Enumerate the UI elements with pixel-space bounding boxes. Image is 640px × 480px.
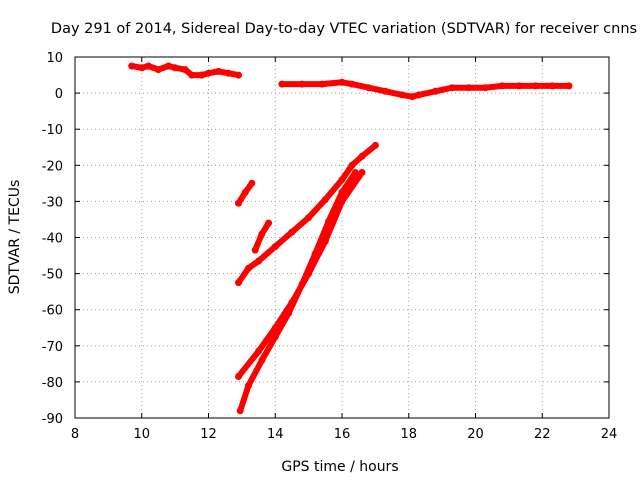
- y-axis-label: SDTVAR / TECUs: [7, 180, 23, 295]
- y-tick-label: 10: [46, 51, 63, 66]
- data-point: [128, 62, 136, 70]
- data-point: [138, 64, 146, 72]
- data-point: [258, 230, 266, 238]
- x-tick-label: 10: [133, 427, 150, 442]
- y-tick-label: -10: [42, 123, 63, 138]
- data-point: [258, 356, 266, 364]
- data-point: [288, 228, 296, 236]
- data-point: [235, 373, 242, 380]
- x-tick-label: 22: [534, 427, 551, 442]
- x-tick-label: 14: [267, 427, 284, 442]
- data-point: [348, 80, 356, 88]
- y-tick-label: -40: [42, 232, 63, 247]
- data-point: [271, 333, 279, 341]
- y-tick-label: -80: [42, 376, 63, 391]
- data-point: [465, 84, 473, 92]
- x-axis-label: GPS time / hours: [281, 459, 398, 475]
- data-point: [515, 82, 523, 90]
- data-point: [338, 176, 346, 184]
- data-point: [348, 161, 356, 169]
- data-point: [365, 84, 373, 92]
- data-point: [318, 80, 326, 88]
- data-point: [235, 199, 242, 207]
- data-point: [498, 82, 506, 90]
- data-point: [198, 71, 206, 79]
- data-point: [171, 64, 179, 72]
- data-point: [165, 62, 172, 70]
- data-point: [154, 66, 162, 74]
- data-point: [285, 309, 293, 317]
- data-point: [144, 62, 152, 70]
- data-point: [351, 169, 359, 176]
- data-point: [215, 67, 222, 75]
- data-point: [338, 188, 346, 196]
- data-point: [255, 347, 263, 355]
- x-tick-label: 24: [601, 427, 618, 442]
- data-point: [408, 93, 416, 101]
- data-point: [278, 80, 286, 88]
- data-point: [432, 87, 439, 95]
- y-tick-label: 0: [55, 87, 63, 102]
- data-point: [381, 87, 389, 95]
- y-tick-label: -70: [42, 340, 63, 355]
- y-tick-label: -30: [42, 195, 63, 210]
- data-point: [565, 82, 573, 90]
- data-point: [236, 407, 244, 415]
- data-point: [188, 71, 196, 79]
- data-point: [298, 80, 306, 88]
- data-point: [245, 264, 252, 272]
- data-point: [321, 196, 329, 204]
- data-point: [311, 250, 319, 258]
- data-point: [482, 84, 489, 92]
- data-point: [225, 69, 232, 77]
- data-point: [305, 214, 313, 222]
- data-point: [371, 141, 379, 149]
- grid: [75, 57, 609, 418]
- x-tick-label: 20: [467, 427, 484, 442]
- data-point: [248, 179, 256, 187]
- x-tick-label: 12: [200, 427, 217, 442]
- data-point: [235, 71, 242, 79]
- data-point: [338, 78, 346, 86]
- chart-title: Day 291 of 2014, Sidereal Day-to-day VTE…: [51, 21, 637, 37]
- data-series-segment-g: [237, 169, 359, 414]
- y-tick-label: -90: [42, 412, 63, 427]
- data-point: [205, 69, 212, 77]
- x-tick-label: 18: [400, 427, 417, 442]
- data-point: [235, 279, 242, 287]
- data-point: [255, 257, 263, 265]
- data-point: [298, 280, 306, 288]
- data-point: [251, 246, 259, 254]
- y-tick-label: -60: [42, 304, 63, 319]
- data-point: [241, 188, 249, 196]
- data-point: [532, 82, 540, 90]
- data-point: [415, 91, 423, 99]
- y-tick-label: -50: [42, 268, 63, 283]
- data-point: [448, 84, 456, 92]
- data-point: [325, 217, 333, 225]
- data-point: [358, 152, 366, 160]
- x-tick-label: 8: [71, 427, 79, 442]
- data-point: [398, 91, 406, 99]
- data-point: [181, 66, 189, 74]
- data-point: [358, 169, 366, 176]
- x-tick-label: 16: [334, 427, 351, 442]
- data-point: [548, 82, 556, 90]
- data-point: [271, 243, 279, 250]
- data-layer: [128, 62, 573, 415]
- data-point: [265, 219, 273, 227]
- y-tick-label: -20: [42, 159, 63, 174]
- data-point: [245, 382, 252, 389]
- axis-ticks: 8 10 12 14 16 18 20 22 24 10 0 -10 -20 -30 -40 -50 -60 -7…: [42, 51, 618, 442]
